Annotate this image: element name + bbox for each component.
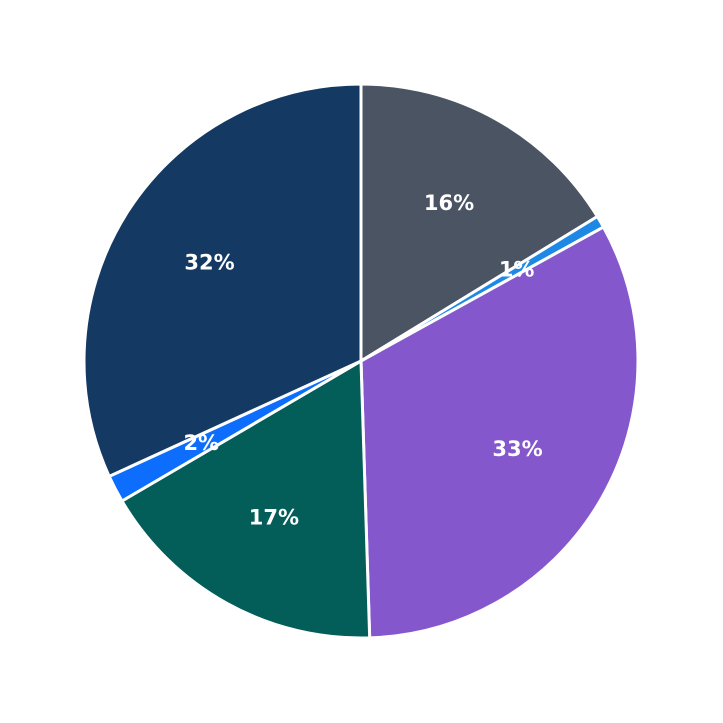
pie-slice <box>359 82 599 363</box>
pie-slice <box>120 359 372 640</box>
data-label: 2% <box>183 431 219 455</box>
pie-slice <box>359 225 640 640</box>
pie-slice <box>82 82 363 478</box>
data-label: 32% <box>184 251 234 275</box>
data-label: 33% <box>492 437 542 461</box>
data-label: 16% <box>424 191 474 215</box>
data-label: 1% <box>499 257 535 281</box>
data-label: 17% <box>249 506 299 530</box>
